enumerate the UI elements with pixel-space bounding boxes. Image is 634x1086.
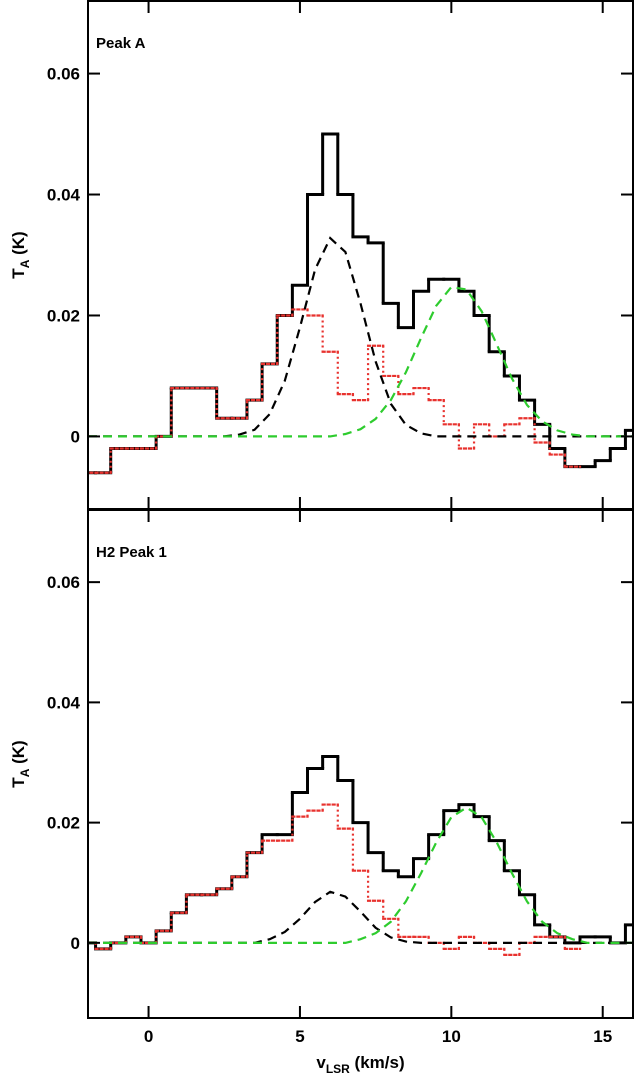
y-tick-label: 0.04 [47,186,81,205]
y-tick-label: 0.02 [47,814,80,833]
y-tick-label: 0 [71,934,80,953]
panel-title: Peak A [96,35,146,52]
y-tick-label: 0.06 [47,573,80,592]
y-axis-label-part: A [18,259,32,268]
axes-frame [87,0,634,510]
y-axis-label: TA (K) [9,740,32,787]
y-axis-label-part: (K) [9,231,28,259]
y-axis-label-part: T [9,777,28,788]
y-axis-label-part: T [9,268,28,279]
x-tick-label: 10 [442,1027,461,1046]
fit-curve [88,285,633,438]
axes-frame [87,509,634,1019]
x-tick-label: 15 [593,1027,612,1046]
y-tick-label: 0 [71,427,80,446]
y-tick-label: 0.02 [47,306,80,325]
fit-curve [88,236,633,438]
y-tick-label: 0.06 [47,65,80,84]
plot-area [88,132,633,475]
fit-curve [88,890,633,944]
x-tick-label: 0 [144,1027,153,1046]
fit-curve [88,806,633,944]
panel-title: H2 Peak 1 [96,544,167,561]
y-axis-label-part: (K) [9,740,28,768]
y-axis-label-part: A [18,768,32,777]
x-axis-label-part: LSR [326,1062,350,1076]
y-tick-label: 0.04 [47,693,81,712]
x-tick-label: 5 [295,1027,304,1046]
x-axis-label-part: v [316,1053,326,1072]
plot-area [88,754,633,956]
x-axis-label: vLSR (km/s) [316,1053,404,1076]
y-axis-label: TA (K) [9,231,32,278]
x-axis-label-part: (km/s) [350,1053,405,1072]
